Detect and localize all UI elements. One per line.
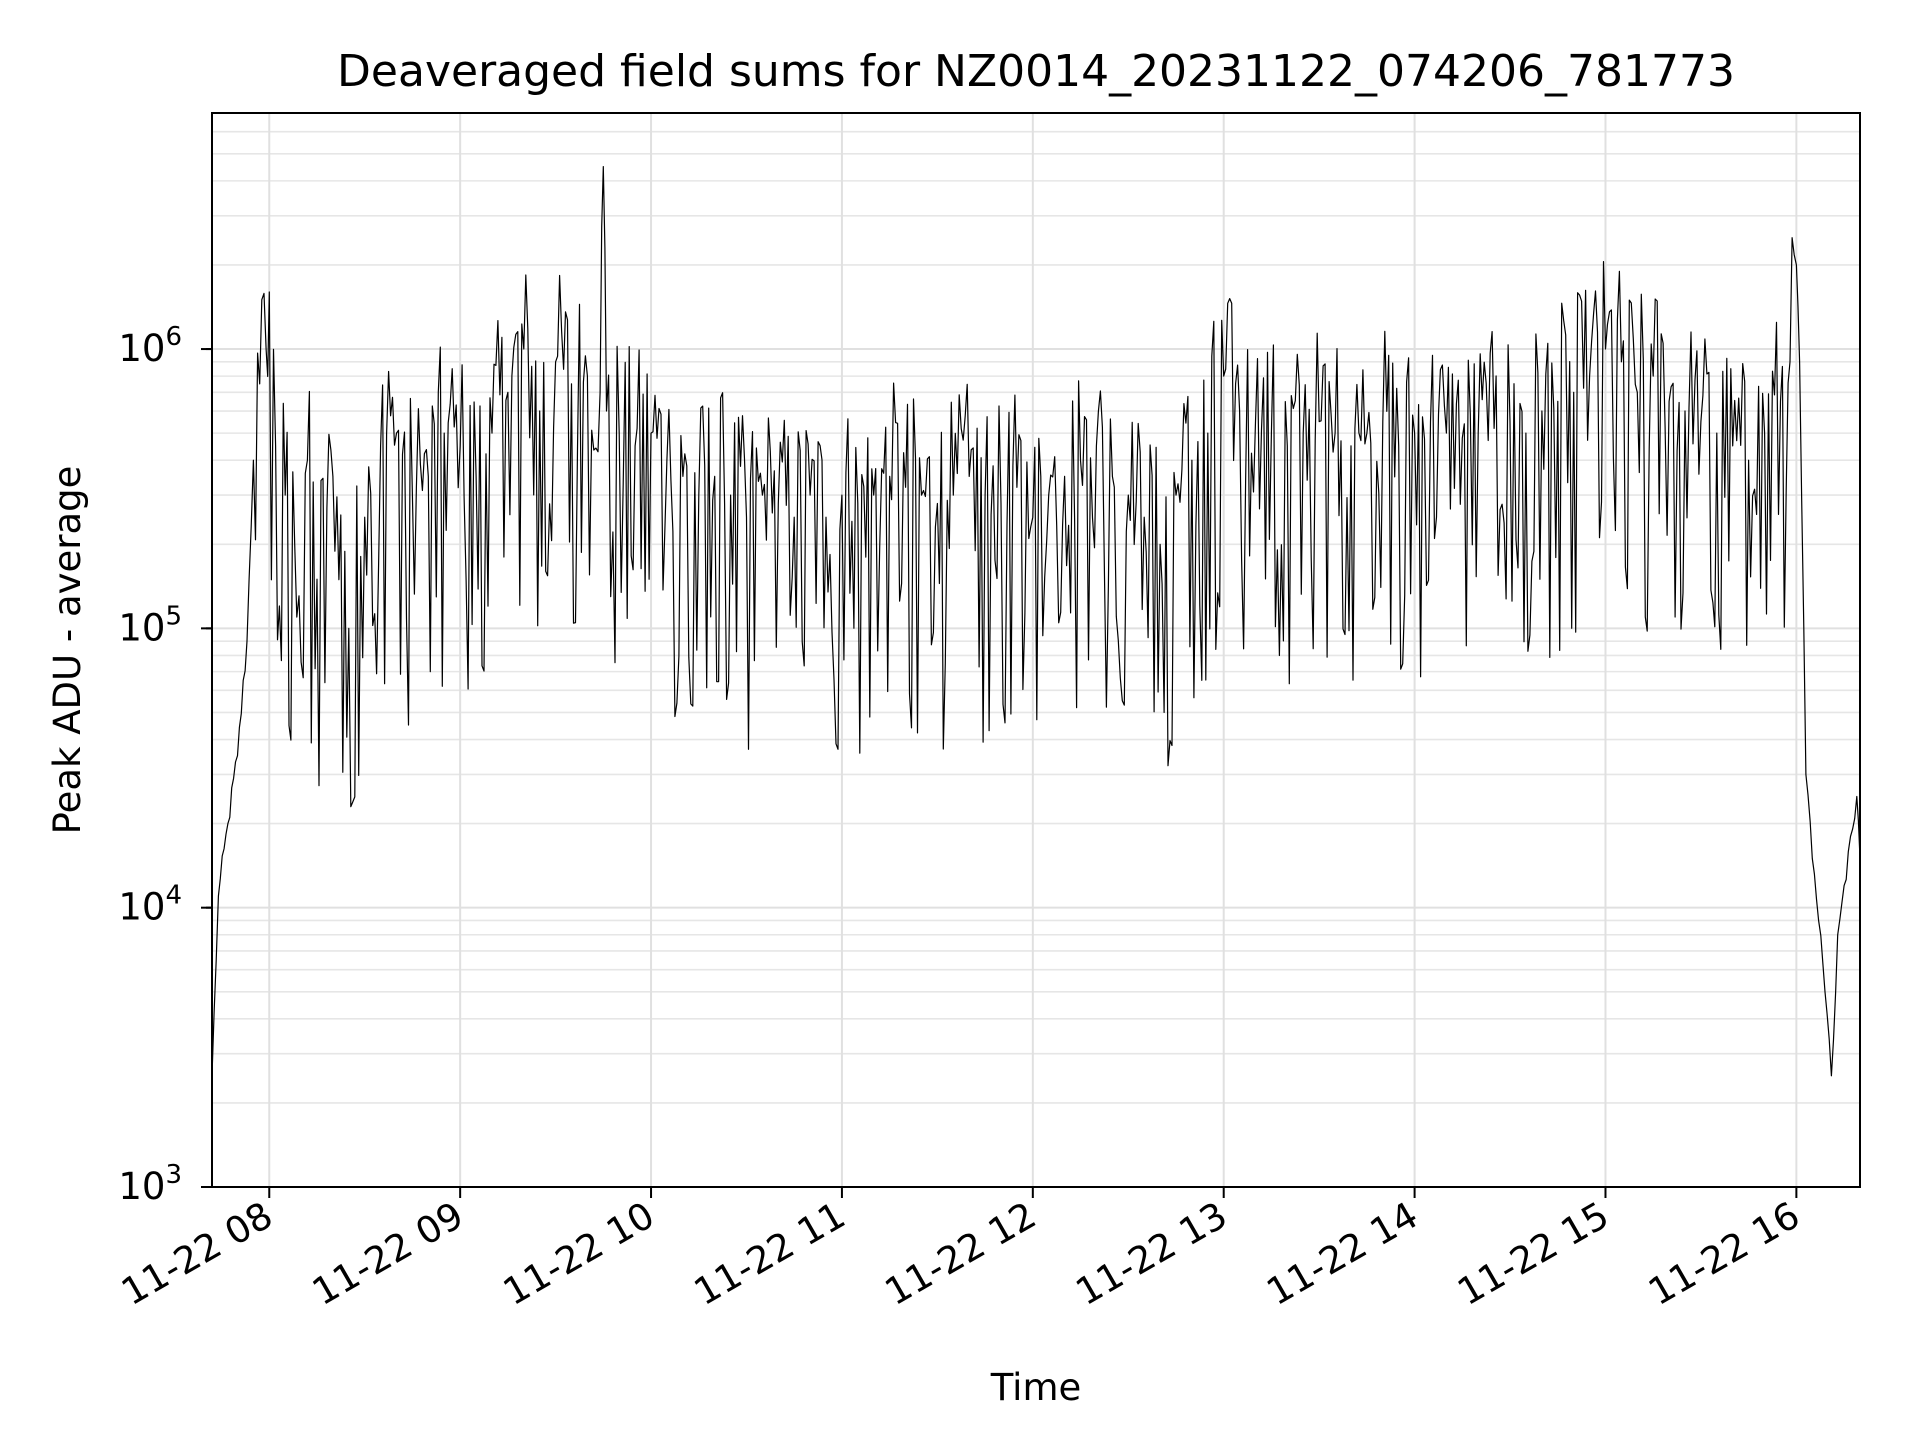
x-tick-label: 11-22 14 xyxy=(1260,1194,1426,1314)
x-tick-label: 11-22 13 xyxy=(1069,1194,1235,1314)
x-tick-label: 11-22 08 xyxy=(114,1194,280,1314)
series-line xyxy=(211,166,1861,1077)
x-tick-label: 11-22 11 xyxy=(687,1194,853,1314)
y-tick-label: 106 xyxy=(118,322,182,370)
y-axis: 103 104 105 106 xyxy=(118,322,212,1208)
x-tick-label: 11-22 16 xyxy=(1641,1194,1807,1314)
y-tick-label: 103 xyxy=(118,1160,182,1208)
y-tick-label: 105 xyxy=(118,601,182,649)
axes-frame xyxy=(211,112,1861,1188)
chart-title: Deaveraged field sums for NZ0014_2023112… xyxy=(337,46,1735,97)
x-axis: 11-22 08 11-22 09 11-22 10 11-22 11 11-22 12… xyxy=(114,1187,1807,1314)
y-axis-label: Peak ADU - average xyxy=(46,466,89,835)
x-tick-label: 11-22 12 xyxy=(878,1194,1044,1314)
x-tick-label: 11-22 09 xyxy=(305,1194,471,1314)
x-axis-label: Time xyxy=(990,1366,1082,1409)
x-tick-label: 11-22 15 xyxy=(1450,1194,1616,1314)
y-tick-label: 104 xyxy=(118,881,182,929)
x-tick-label: 11-22 10 xyxy=(496,1194,662,1314)
